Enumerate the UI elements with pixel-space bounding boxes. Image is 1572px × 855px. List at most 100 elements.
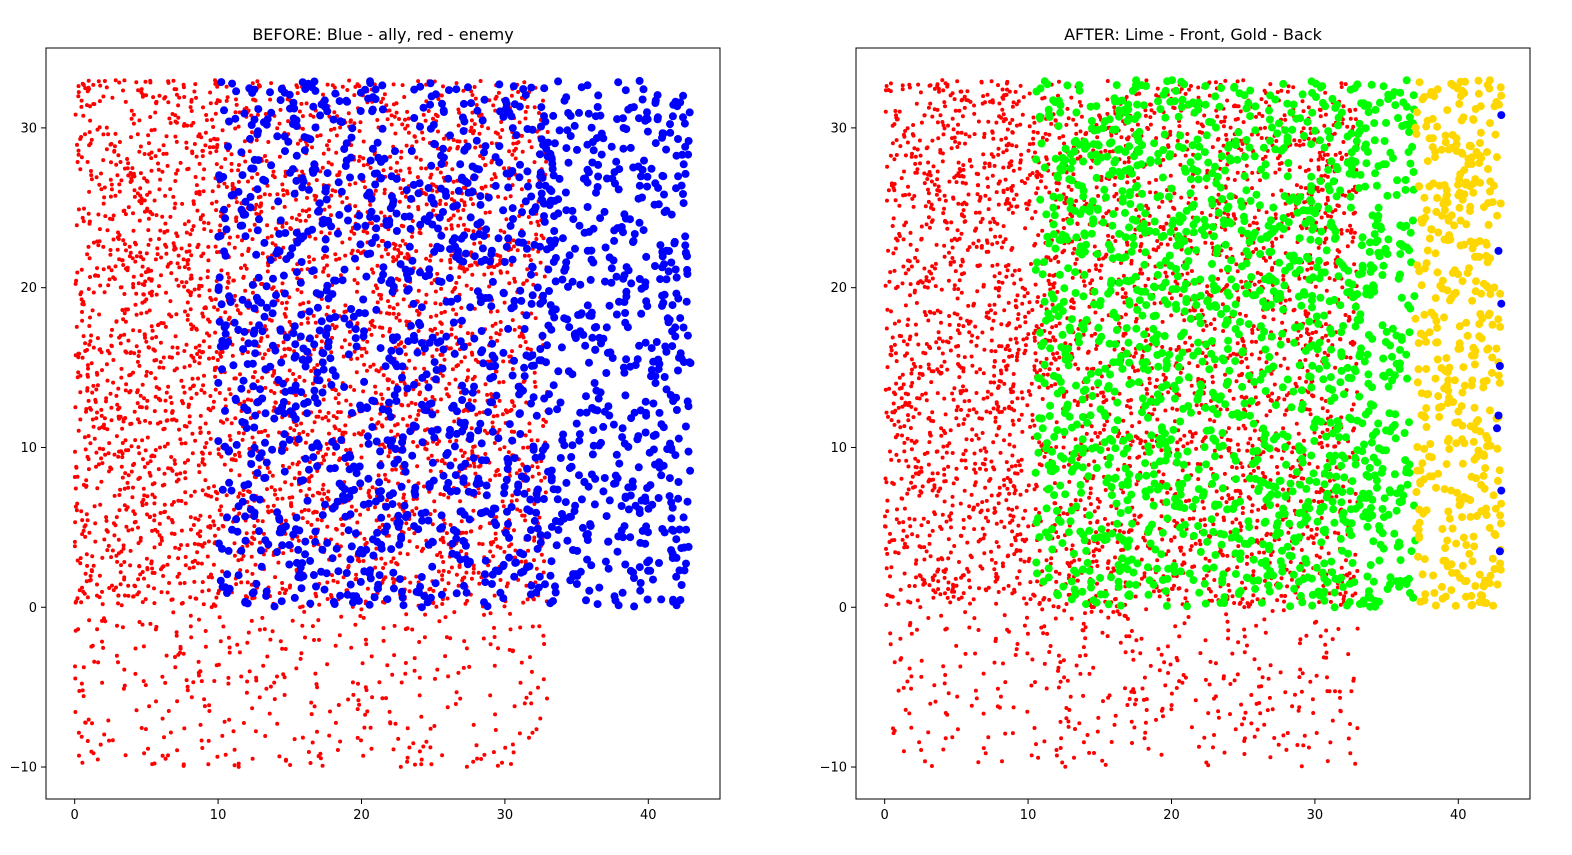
scatter-point [88, 141, 93, 146]
scatter-point [168, 299, 173, 304]
scatter-point [240, 327, 249, 336]
scatter-point [86, 467, 91, 472]
scatter-point [93, 539, 98, 544]
scatter-point [259, 336, 264, 341]
scatter-point [86, 717, 91, 722]
scatter-point [148, 78, 153, 83]
scatter-point [493, 537, 498, 541]
scatter-point [523, 167, 532, 176]
scatter-point [403, 270, 411, 279]
scatter-point [496, 646, 500, 651]
scatter-point [365, 368, 369, 373]
scatter-point [241, 554, 246, 558]
scatter-point [83, 571, 88, 576]
scatter-point [355, 707, 360, 712]
scatter-point [163, 193, 168, 198]
scatter-point [285, 560, 294, 569]
scatter-point [393, 333, 401, 342]
scatter-point [537, 122, 545, 131]
scatter-point [382, 445, 387, 450]
scatter-point [456, 555, 465, 564]
scatter-point [512, 244, 516, 249]
scatter-point [309, 474, 314, 478]
scatter-point [459, 305, 464, 310]
scatter-point [530, 464, 535, 469]
scatter-point [529, 442, 538, 451]
scatter-point [536, 150, 544, 159]
scatter-point [75, 558, 80, 563]
scatter-point [424, 383, 433, 392]
scatter-point [88, 104, 92, 109]
scatter-point [222, 225, 231, 234]
scatter-point [380, 396, 385, 401]
scatter-point [118, 160, 123, 164]
scatter-point [133, 259, 138, 264]
scatter-point [225, 417, 229, 422]
scatter-point [376, 344, 385, 353]
scatter-point [330, 464, 339, 473]
scatter-point [434, 224, 442, 233]
scatter-point [236, 179, 241, 184]
scatter-point [419, 762, 424, 767]
scatter-point [238, 372, 242, 377]
scatter-point [520, 325, 529, 333]
scatter-point [140, 300, 145, 305]
scatter-point [215, 273, 224, 282]
scatter-point [107, 441, 112, 446]
scatter-point [282, 675, 287, 680]
scatter-point [438, 198, 443, 203]
scatter-point [533, 384, 538, 389]
scatter-point [179, 280, 184, 285]
scatter-point [237, 454, 242, 459]
scatter-point [144, 251, 149, 256]
scatter-point [424, 256, 429, 261]
scatter-point [216, 184, 221, 189]
scatter-point [158, 360, 163, 364]
scatter-point [147, 190, 152, 195]
scatter-point [361, 156, 366, 161]
scatter-point [99, 456, 104, 461]
scatter-point [362, 272, 371, 281]
scatter-point [484, 193, 493, 202]
scatter-point [299, 509, 304, 514]
scatter-point [138, 572, 143, 577]
scatter-point [327, 733, 332, 738]
scatter-point [263, 428, 268, 433]
scatter-point [513, 488, 522, 497]
scatter-point [157, 521, 162, 526]
scatter-point [442, 297, 451, 306]
scatter-point [306, 182, 311, 186]
scatter-point [542, 274, 547, 279]
scatter-point [171, 610, 176, 615]
scatter-point [166, 100, 171, 105]
scatter-point [97, 182, 102, 187]
scatter-point [319, 230, 324, 235]
scatter-point [230, 353, 235, 358]
scatter-point [292, 737, 297, 742]
scatter-point [145, 192, 150, 197]
scatter-point [148, 621, 153, 626]
scatter-point [184, 249, 189, 254]
scatter-point [223, 397, 228, 402]
scatter-point [268, 445, 277, 454]
scatter-point [232, 515, 241, 524]
scatter-point [433, 326, 437, 331]
scatter-point [188, 322, 193, 327]
scatter-point [138, 171, 143, 176]
scatter-point [207, 288, 212, 293]
scatter-point [265, 183, 270, 188]
scatter-point [437, 619, 442, 624]
scatter-point [505, 420, 514, 429]
scatter-point [250, 443, 259, 452]
scatter-point [513, 146, 518, 151]
scatter-point [122, 503, 127, 508]
scatter-point [227, 486, 236, 495]
scatter-point [319, 349, 328, 358]
scatter-point [224, 84, 229, 89]
scatter-point [300, 623, 305, 628]
scatter-point [316, 754, 321, 759]
scatter-point [232, 541, 237, 546]
scatter-point [85, 739, 90, 743]
scatter-point [80, 81, 85, 86]
scatter-point [214, 162, 219, 167]
